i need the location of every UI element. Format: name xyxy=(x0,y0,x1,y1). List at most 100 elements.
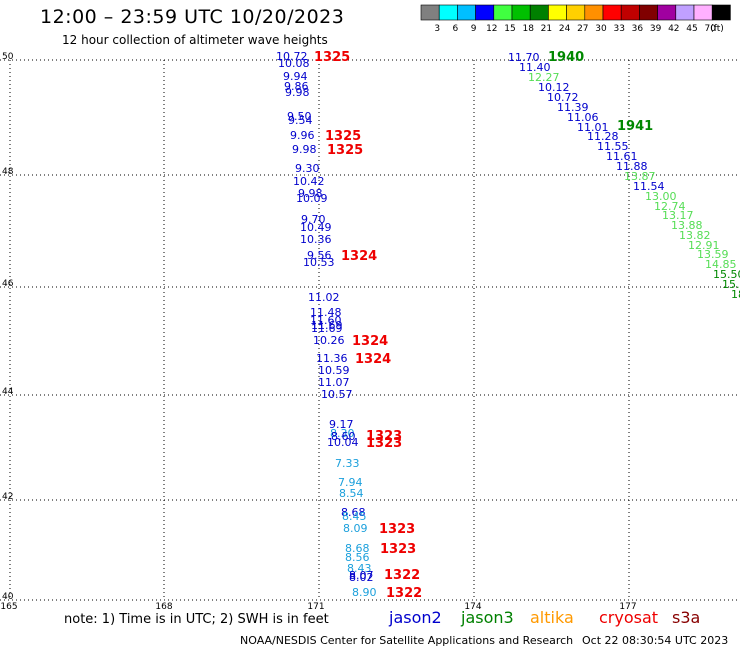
swh-value-label: 10.59 xyxy=(318,364,350,377)
swh-value-label: 10.57 xyxy=(321,388,353,401)
legend-swatch xyxy=(548,4,567,21)
swh-value-label: 9.50 xyxy=(287,110,312,123)
swh-value-label: 11.07 xyxy=(318,376,350,389)
swh-value-label: 8.90 xyxy=(352,586,377,599)
swh-value-label: 11.61 xyxy=(606,150,638,163)
swh-value-label: 15. xyxy=(722,278,740,291)
swh-value-label: 15.50 xyxy=(713,268,740,281)
swh-value-label: 11.01 xyxy=(577,121,609,134)
units-note: note: 1) Time is in UTC; 2) SWH is in fe… xyxy=(64,612,329,627)
legend-swatch xyxy=(620,4,640,21)
swh-value-label: 8.07 xyxy=(349,569,374,582)
swh-value-label: 11.06 xyxy=(567,111,599,124)
swh-value-label: 10.04 xyxy=(327,436,359,449)
legend-swatch xyxy=(457,4,476,21)
pass-time-label: 1941 xyxy=(617,119,653,134)
swh-value-label: 11.55 xyxy=(597,140,629,153)
swh-value-label: 9.96 xyxy=(290,129,315,142)
pass-time-label: 1325 xyxy=(325,129,361,144)
lat-label: 44 xyxy=(2,387,14,397)
swh-value-label: 9.30 xyxy=(295,162,320,175)
legend-label: 39 xyxy=(650,24,662,34)
footer-center: NOAA/NESDIS Center for Satellite Applica… xyxy=(240,634,574,647)
swh-value-label: 13.00 xyxy=(645,190,677,203)
legend-swatch xyxy=(438,4,458,21)
pass-time-labels: 1325132513251324132413241323132313231323… xyxy=(314,50,653,601)
legend-swatch xyxy=(420,4,440,21)
legend-label: 45 xyxy=(686,24,697,34)
lat-lon-grid xyxy=(0,59,740,601)
swh-value-label: 10.53 xyxy=(303,256,335,269)
legend-swatch xyxy=(602,4,622,21)
legend-label: 30 xyxy=(595,24,607,34)
swh-value-label: 11.88 xyxy=(616,160,648,173)
swh-value-label: 10.09 xyxy=(296,192,328,205)
swh-value-label: 11.02 xyxy=(308,291,340,304)
swh-value-label: 10.42 xyxy=(293,175,325,188)
legend-swatch xyxy=(693,4,713,21)
page-title: 12:00 – 23:59 UTC 10/20/2023 xyxy=(40,6,345,28)
swh-value-label: 8.09 xyxy=(343,522,368,535)
legend-unit: (ft) xyxy=(710,24,724,34)
lat-label: 50 xyxy=(2,52,14,62)
lat-label: 40 xyxy=(2,592,14,602)
legend-swatch xyxy=(584,4,604,21)
pass-time-label: 1324 xyxy=(352,334,388,349)
swh-value-label: 11.54 xyxy=(633,180,665,193)
swh-value-label: 11.48 xyxy=(310,306,342,319)
swh-value-label: 11.69 xyxy=(311,322,343,335)
lat-label: 48 xyxy=(2,167,14,177)
satellite-name-cryosat: cryosat xyxy=(599,608,659,627)
swh-value-label: 8.60 xyxy=(331,430,356,443)
swh-value-label: 8.45 xyxy=(342,510,367,523)
pass-time-label: 1323 xyxy=(380,542,416,557)
legend-label: 3 xyxy=(434,24,440,34)
legend-label: 27 xyxy=(577,24,588,34)
swh-value-label: 11.28 xyxy=(587,130,619,143)
swh-value-label: 8.68 xyxy=(345,542,370,555)
swh-value-label: 9.70 xyxy=(301,213,326,226)
swh-value-label: 9.98 xyxy=(285,86,310,99)
altimeter-track-labels: 10.7210.089.949.869.989.509.549.969.989.… xyxy=(276,50,740,599)
swh-value-label: 9.56 xyxy=(307,249,332,262)
legend-swatch xyxy=(675,4,695,21)
swh-value-label: 8.02 xyxy=(349,571,374,584)
swh-value-label: 8.56 xyxy=(345,551,370,564)
swh-value-label: 10.36 xyxy=(300,233,332,246)
lat-label: 42 xyxy=(2,492,13,502)
swh-value-label: 18 xyxy=(731,288,740,301)
lon-label: 165 xyxy=(0,602,17,612)
lon-label: 174 xyxy=(464,602,481,612)
legend-label: 36 xyxy=(632,24,644,34)
legend-label: 24 xyxy=(559,24,571,34)
swh-value-label: 8.43 xyxy=(347,562,372,575)
pass-time-label: 1322 xyxy=(386,586,422,601)
pass-time-label: 1324 xyxy=(355,352,391,367)
swh-value-label: 11.70 xyxy=(508,51,540,64)
swh-value-label: 10.26 xyxy=(313,334,345,347)
footer-datetime: Oct 22 08:30:54 UTC 2023 xyxy=(582,634,729,647)
pass-time-label: 1325 xyxy=(314,50,350,65)
swh-value-label: 11.36 xyxy=(316,352,348,365)
swh-value-label: 9.54 xyxy=(288,114,313,127)
pass-time-label: 1323 xyxy=(366,436,402,451)
legend-swatch xyxy=(566,4,586,21)
satellite-name-jason3: jason3 xyxy=(461,608,514,627)
legend-swatch xyxy=(475,4,495,21)
swh-value-label: 14.85 xyxy=(705,258,737,271)
swh-value-label: 7.94 xyxy=(338,476,363,489)
legend-label: 15 xyxy=(504,24,515,34)
swh-value-label: 9.98 xyxy=(298,187,323,200)
swh-value-label: 12.27 xyxy=(528,71,560,84)
lon-label: 168 xyxy=(155,602,172,612)
legend-label: 42 xyxy=(668,24,679,34)
color-legend: 3 6 9 12 15 18 21 24 27 30 33 36 39 42 45 70(ft) xyxy=(420,4,731,34)
legend-swatch xyxy=(711,4,731,21)
pass-time-label: 1323 xyxy=(366,429,402,444)
swh-value-label: 10.08 xyxy=(278,57,310,70)
swh-value-label: 10.72 xyxy=(547,91,579,104)
page-subtitle: 12 hour collection of altimeter wave hei… xyxy=(62,33,328,47)
